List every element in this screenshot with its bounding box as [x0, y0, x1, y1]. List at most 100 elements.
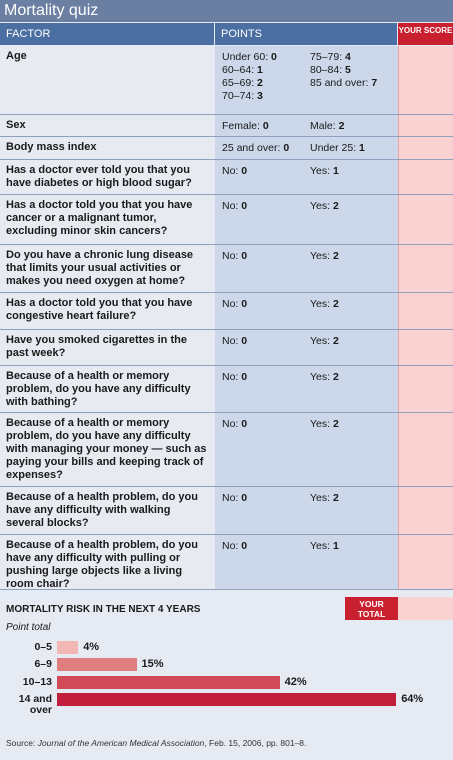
table-row: Sex Female: 0 Male: 2 [0, 115, 453, 137]
header-cell: POINTS [215, 23, 397, 45]
table-row: Body mass index 25 and over: 0 Under 25: 1 [0, 137, 453, 160]
source-journal: Journal of the American Medical Associat… [37, 738, 205, 748]
option: No: 0 [222, 250, 247, 263]
option: No: 0 [222, 540, 247, 553]
factor-cell: Body mass index [0, 137, 214, 159]
table-row: Have you smoked cigarettes in the past w… [0, 330, 453, 366]
option-points: 2 [257, 77, 263, 89]
points-cell: Female: 0 Male: 2 [215, 115, 398, 136]
table-row: Because of a health problem, do you have… [0, 535, 453, 590]
category-label: 0–5 [34, 641, 52, 653]
category-label: 6–9 [34, 658, 52, 670]
option-label: 80–84: [310, 64, 343, 76]
option-label: 60–64: [222, 64, 255, 76]
risk-heading: MORTALITY RISK IN THE NEXT 4 YEARS [6, 604, 201, 615]
option-points: 3 [257, 90, 263, 102]
bar [57, 658, 137, 671]
option: No: 0 [222, 371, 247, 384]
option-points: 0 [241, 418, 248, 430]
source-note: Source: Journal of the American Medical … [6, 738, 306, 748]
option-label: No: [222, 200, 239, 212]
option: Yes: 2 [310, 200, 339, 213]
option-points: 0 [241, 335, 248, 347]
option-label: Yes: [310, 250, 331, 262]
points-cell: No: 0 Yes: 2 [215, 330, 398, 365]
option-points: 7 [371, 77, 378, 89]
option: 75–79: 4 [310, 51, 351, 64]
score-cell [398, 115, 453, 136]
table-row: Because of a health or memory problem, d… [0, 366, 453, 413]
option-points: 2 [332, 371, 339, 383]
table-row: Do you have a chronic lung disease that … [0, 245, 453, 293]
score-cell [398, 535, 453, 589]
option: No: 0 [222, 335, 247, 348]
option-label: Yes: [310, 492, 331, 504]
points-cell: No: 0 Yes: 1 [215, 160, 398, 194]
option: No: 0 [222, 298, 247, 311]
points-cell: No: 0 Yes: 2 [215, 245, 398, 292]
factor-cell: Has a doctor told you that you have canc… [0, 195, 214, 244]
option: No: 0 [222, 165, 247, 178]
option-label: 25 and over: [222, 142, 281, 154]
option-points: 1 [257, 64, 263, 76]
option-label: No: [222, 250, 239, 262]
option: Female: 0 [222, 120, 269, 133]
table-row: Has a doctor told you that you have cong… [0, 293, 453, 330]
table-row: Because of a health problem, do you have… [0, 487, 453, 535]
option-label: Yes: [310, 540, 331, 552]
option-points: 0 [241, 200, 248, 212]
option: No: 0 [222, 200, 247, 213]
option-label: Male: [310, 120, 336, 132]
option: No: 0 [222, 418, 247, 431]
option-points: 5 [345, 64, 351, 76]
score-cell [398, 195, 453, 244]
score-cell [398, 137, 453, 159]
factor-cell: Age [0, 46, 214, 114]
score-cell [398, 413, 453, 486]
score-cell [398, 366, 453, 412]
source-suffix: , Feb. 15, 2006, pp. 801–8. [204, 738, 307, 748]
score-cell [398, 160, 453, 194]
table-row: Age Under 60: 0 60–64: 1 65–69: 2 70–74: 3 75… [0, 46, 453, 115]
value-label: 64% [401, 693, 424, 705]
option: 80–84: 5 [310, 64, 351, 77]
points-cell: No: 0 Yes: 1 [215, 535, 398, 589]
score-cell [398, 330, 453, 365]
factor-cell: Sex [0, 115, 214, 136]
factor-cell: Do you have a chronic lung disease that … [0, 245, 214, 292]
option-label: Yes: [310, 418, 331, 430]
option-points: 0 [241, 371, 248, 383]
points-cell: No: 0 Yes: 2 [215, 366, 398, 412]
option: 25 and over: 0 [222, 142, 289, 155]
points-cell: 25 and over: 0 Under 25: 1 [215, 137, 398, 159]
points-cell: No: 0 Yes: 2 [215, 487, 398, 534]
score-cell [398, 293, 453, 329]
option: Yes: 1 [310, 165, 339, 178]
option-label: Female: [222, 120, 260, 132]
bar [57, 676, 280, 689]
option-points: 1 [359, 142, 365, 154]
table-row: Because of a health or memory problem, d… [0, 413, 453, 487]
option: Yes: 2 [310, 250, 339, 263]
option: 70–74: 3 [222, 90, 263, 103]
factor-cell: Has a doctor ever told you that you have… [0, 160, 214, 194]
value-label: 42% [284, 676, 307, 688]
option-label: Yes: [310, 200, 331, 212]
option-points: 0 [241, 250, 248, 262]
factor-cell: Because of a health or memory problem, d… [0, 366, 214, 412]
table-row: Has a doctor ever told you that you have… [0, 160, 453, 195]
option: Yes: 1 [310, 540, 339, 553]
total-box [398, 597, 453, 620]
option: Yes: 2 [310, 335, 339, 348]
option-points: 2 [332, 492, 339, 504]
factor-cell: Because of a health problem, do you have… [0, 535, 214, 590]
option-points: 0 [241, 540, 248, 552]
option: No: 0 [222, 492, 247, 505]
option: 85 and over: 7 [310, 77, 377, 90]
option-points: 1 [332, 540, 339, 552]
option-label: No: [222, 492, 239, 504]
option: Yes: 2 [310, 418, 339, 431]
option-points: 2 [332, 298, 339, 310]
option: Yes: 2 [310, 298, 339, 311]
